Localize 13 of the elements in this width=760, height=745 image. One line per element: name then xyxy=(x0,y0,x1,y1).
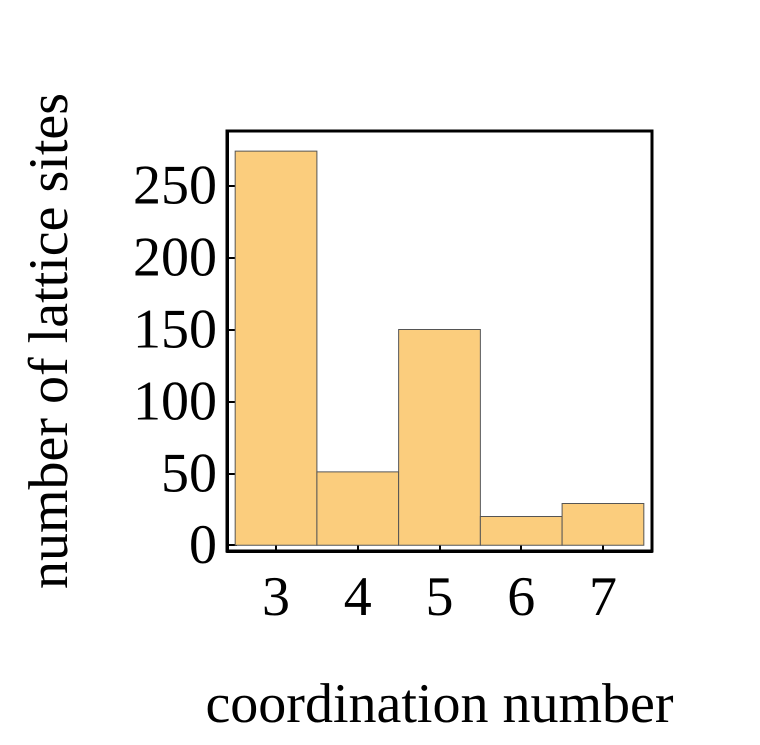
x-tick-label: 7 xyxy=(588,566,617,628)
x-axis-title: coordination number xyxy=(205,673,674,735)
y-tick-label: 200 xyxy=(133,226,217,289)
x-tick-label: 3 xyxy=(262,566,290,628)
y-tick-label: 150 xyxy=(133,298,217,360)
y-tick-label: 0 xyxy=(189,514,217,576)
y-tick-label: 250 xyxy=(133,154,217,217)
x-tick-label: 5 xyxy=(426,566,454,628)
y-tick-label: 100 xyxy=(133,370,217,432)
y-tick-label: 50 xyxy=(161,442,217,504)
y-axis-title: number of lattice sites xyxy=(18,92,80,590)
x-tick-label: 4 xyxy=(344,566,372,628)
x-tick-label: 6 xyxy=(507,566,536,628)
